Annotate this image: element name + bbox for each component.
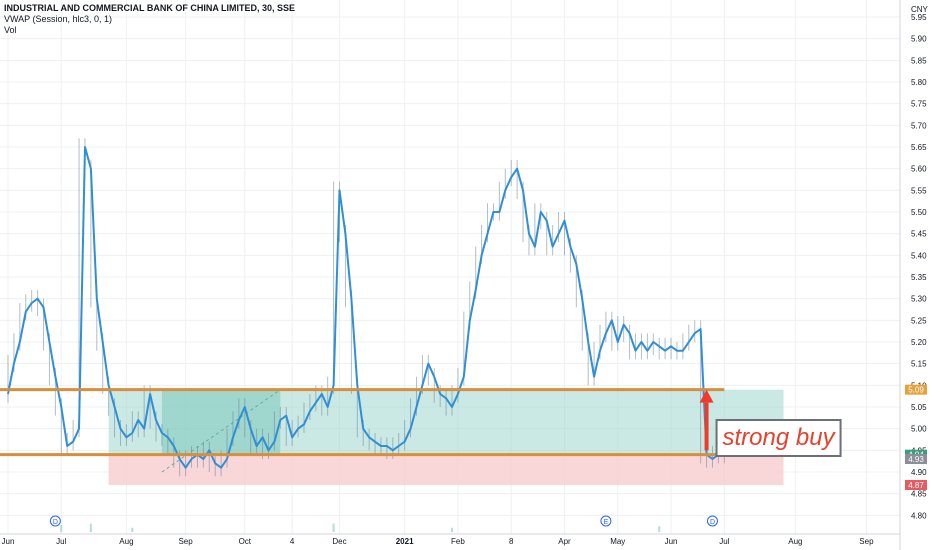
buy-arrow-head bbox=[699, 389, 714, 403]
x-tick-label: Aug bbox=[119, 537, 133, 546]
y-tick-label: 5.15 bbox=[911, 360, 927, 369]
y-tick-label: 4.80 bbox=[911, 511, 927, 520]
y-tick-label: 5.55 bbox=[911, 186, 927, 195]
event-marker bbox=[706, 515, 718, 527]
y-tick-label: 5.60 bbox=[911, 165, 927, 174]
symbol-title: INDUSTRIAL AND COMMERCIAL BANK OF CHINA … bbox=[4, 3, 296, 13]
y-tick-label: 5.30 bbox=[911, 295, 927, 304]
vwap-indicator-label[interactable]: VWAP (Session, hlc3, 0, 1) bbox=[4, 14, 113, 24]
x-tick-label: Oct bbox=[239, 537, 252, 546]
y-tick-label: 5.75 bbox=[911, 100, 927, 109]
price-label-bg bbox=[905, 454, 927, 464]
y-tick-label: 5.90 bbox=[911, 35, 927, 44]
event-marker-label: D bbox=[53, 519, 58, 526]
event-marker-label: D bbox=[710, 519, 715, 526]
y-tick-label: 4.85 bbox=[911, 490, 927, 499]
stop-loss-zone bbox=[108, 454, 784, 485]
currency-label: CNY bbox=[911, 5, 929, 14]
y-tick-label: 5.80 bbox=[911, 78, 927, 87]
price-label: 4.87 bbox=[908, 481, 924, 490]
event-marker-label: E bbox=[604, 519, 609, 526]
x-tick-label: Jul bbox=[56, 537, 66, 546]
x-tick-label: Jul bbox=[719, 537, 729, 546]
y-tick-label: 5.70 bbox=[911, 121, 927, 130]
volume-indicator-label[interactable]: Vol bbox=[4, 25, 17, 35]
x-tick-label: Aug bbox=[788, 537, 802, 546]
y-tick-label: 5.05 bbox=[911, 403, 927, 412]
x-tick-label: Sep bbox=[859, 537, 874, 546]
x-tick-label: Jun bbox=[2, 537, 15, 546]
price-line bbox=[7, 146, 731, 469]
y-tick-label: 5.65 bbox=[911, 143, 927, 152]
volume-bar bbox=[131, 527, 134, 532]
x-tick-label: Jun bbox=[665, 537, 678, 546]
price-label-bg bbox=[905, 384, 927, 395]
y-tick-label: 5.85 bbox=[911, 56, 927, 65]
x-tick-label: Sep bbox=[178, 537, 193, 546]
y-tick-label: 5.35 bbox=[911, 273, 927, 282]
volume-bar bbox=[89, 523, 92, 532]
volume-bar bbox=[332, 523, 335, 532]
x-tick-label: Apr bbox=[558, 537, 571, 546]
x-tick-label: Dec bbox=[332, 537, 346, 546]
x-tick-label: 4 bbox=[290, 537, 295, 546]
y-tick-label: 5.20 bbox=[911, 338, 927, 347]
y-tick-label: 5.40 bbox=[911, 251, 927, 260]
y-tick-label: 5.95 bbox=[911, 13, 927, 22]
event-marker bbox=[49, 515, 61, 527]
volume-bar bbox=[60, 525, 63, 532]
projection-line bbox=[161, 389, 281, 473]
annotation-box bbox=[715, 419, 842, 457]
price-label-bg bbox=[905, 480, 927, 490]
x-tick-label: 8 bbox=[509, 537, 514, 546]
annotation-text: strong buy bbox=[723, 424, 837, 451]
y-tick-label: 4.90 bbox=[911, 468, 927, 477]
y-tick-label: 5.45 bbox=[911, 230, 927, 239]
y-tick-label: 5.00 bbox=[911, 425, 927, 434]
x-tick-label: Feb bbox=[451, 537, 465, 546]
volume-bar bbox=[658, 526, 661, 532]
price-label: 4.93 bbox=[908, 455, 924, 464]
price-label: 5.09 bbox=[908, 386, 924, 395]
y-tick-label: 5.25 bbox=[911, 316, 927, 325]
x-tick-label: 2021 bbox=[396, 537, 414, 546]
highlight-zone bbox=[161, 389, 281, 455]
volume-bar bbox=[451, 527, 453, 532]
x-tick-label: May bbox=[610, 537, 625, 546]
y-tick-label: 5.50 bbox=[911, 208, 927, 217]
event-marker bbox=[600, 515, 612, 527]
